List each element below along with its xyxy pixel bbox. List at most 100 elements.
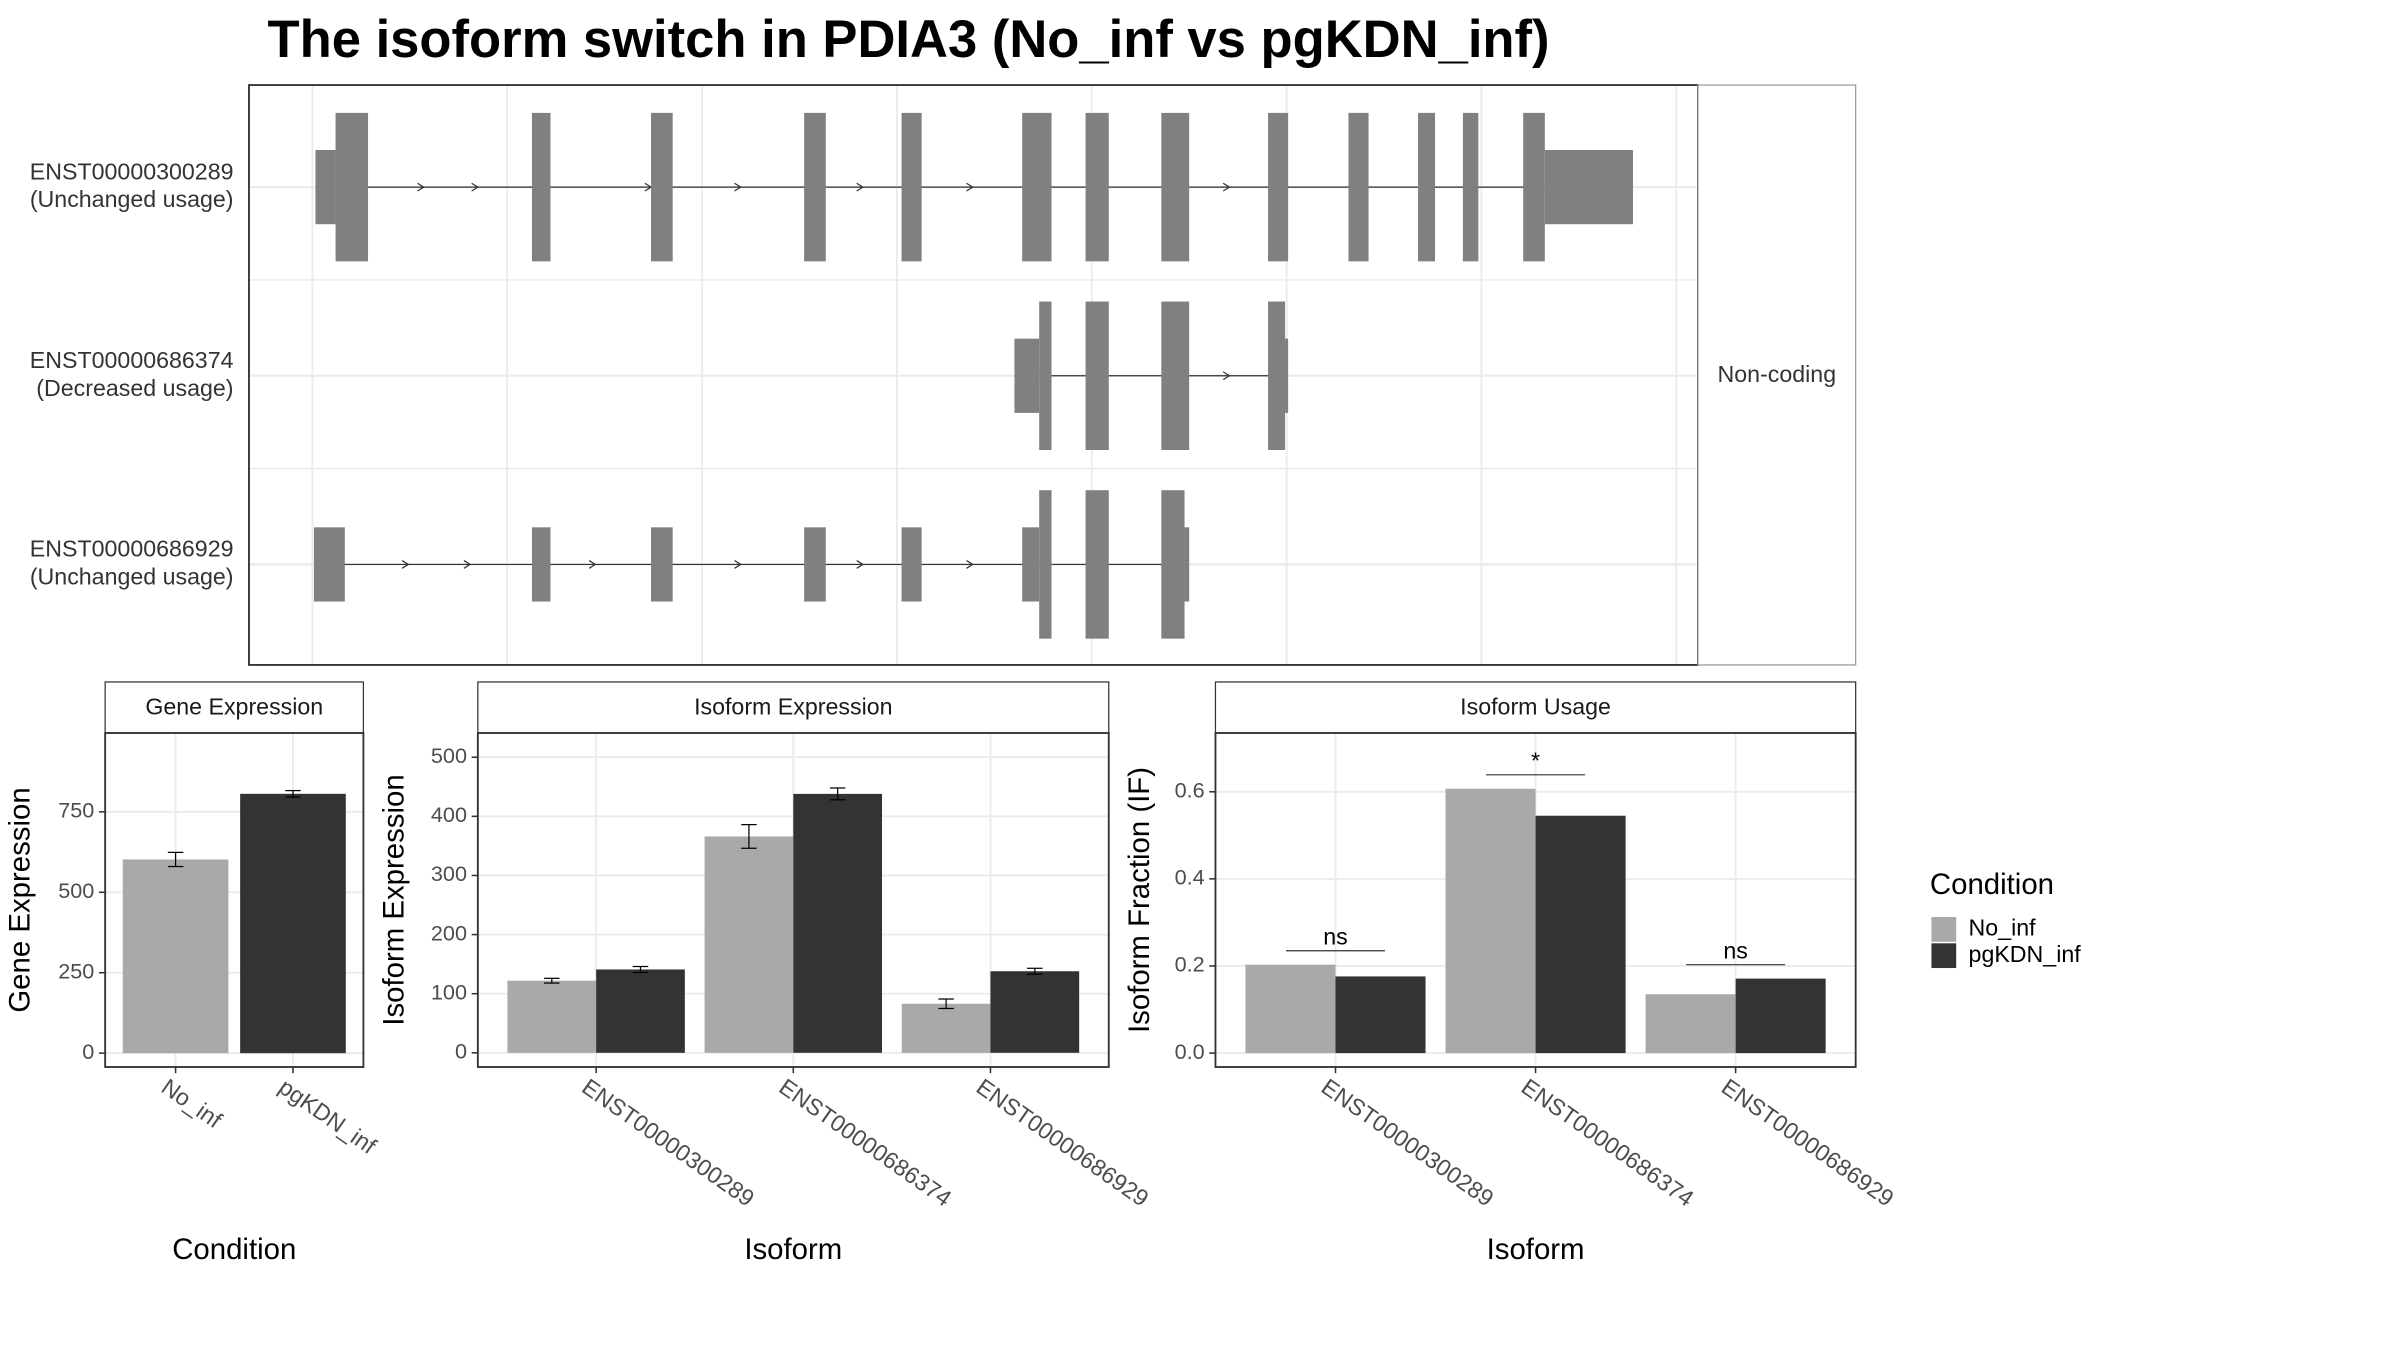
exon [1085, 301, 1109, 450]
y-tick-label: 100 [431, 979, 467, 1004]
y-tick-label: 0 [455, 1039, 467, 1064]
strip-label: Isoform Usage [1460, 693, 1611, 719]
strand-arrow [401, 560, 410, 569]
error-bar [1027, 967, 1043, 975]
exon [1161, 490, 1185, 639]
exon [1014, 338, 1040, 413]
exon [1022, 527, 1040, 602]
significance-label: * [1531, 748, 1540, 774]
exon [804, 112, 826, 262]
bar [507, 980, 597, 1053]
strip [104, 681, 365, 734]
exon [1039, 490, 1052, 639]
transcript-id: ENST00000686374 [30, 347, 234, 373]
exon [315, 150, 336, 225]
exon [531, 112, 551, 262]
exon [1039, 301, 1052, 450]
bar [901, 1003, 991, 1053]
bar [1445, 788, 1536, 1054]
exon [1462, 112, 1479, 262]
transcript-usage: (Unchanged usage) [30, 563, 234, 589]
legend-key [1931, 943, 1957, 969]
exon [313, 527, 345, 602]
error-bar [632, 965, 649, 974]
strand-arrow [588, 560, 597, 569]
bar [596, 969, 685, 1053]
exon [651, 112, 673, 262]
strip [477, 681, 1110, 734]
x-axis-title: Isoform [1487, 1233, 1585, 1266]
y-tick-label: 400 [431, 802, 467, 827]
bar [122, 859, 229, 1054]
bar [1535, 815, 1626, 1054]
bar [240, 793, 346, 1054]
exon [804, 527, 826, 602]
y-tick-label: 750 [58, 798, 94, 823]
strand-arrow [734, 560, 742, 569]
strand-arrow [463, 560, 472, 569]
x-axis-title: Condition [172, 1233, 296, 1266]
y-tick-label: 0.2 [1175, 952, 1205, 977]
error-bar [544, 977, 560, 984]
error-bar [829, 787, 846, 801]
x-tick-label: ENST00000686929 [972, 1073, 1154, 1211]
x-axis-title: Isoform [744, 1233, 842, 1266]
y-tick-label: 0.4 [1175, 865, 1205, 890]
y-axis-title: Isoform Fraction (IF) [1123, 767, 1156, 1033]
exon [1418, 112, 1436, 262]
exon [1523, 112, 1545, 262]
exon [1085, 112, 1109, 262]
bar [1735, 978, 1826, 1054]
legend-key [1931, 917, 1957, 942]
error-bar [167, 851, 184, 868]
exon [1544, 150, 1633, 225]
strip [1697, 84, 1857, 666]
panel-border [476, 732, 1110, 1068]
y-tick-label: 250 [58, 958, 94, 983]
strand-arrow [856, 182, 865, 192]
strip-label: Isoform Expression [694, 693, 892, 719]
exon [901, 527, 922, 602]
bar [1645, 994, 1736, 1054]
exon [651, 527, 673, 602]
exon [1285, 338, 1289, 413]
y-tick-label: 500 [58, 878, 94, 903]
transcript-id: ENST00000686929 [30, 536, 234, 562]
exon [1268, 301, 1286, 450]
x-tick-label: ENST00000686374 [775, 1073, 957, 1211]
bar [1335, 976, 1426, 1054]
exon [1348, 112, 1369, 262]
exon [531, 527, 551, 602]
legend-label: pgKDN_inf [1969, 941, 2082, 967]
exon [1161, 112, 1190, 262]
exon [1085, 490, 1109, 639]
bar [1245, 964, 1336, 1054]
error-bar [285, 789, 301, 798]
transcript-usage: (Decreased usage) [36, 375, 233, 401]
strand-arrow [417, 182, 425, 192]
error-bar [938, 998, 954, 1010]
x-tick-label: ENST00000686374 [1517, 1073, 1699, 1211]
strand-arrow [856, 560, 865, 569]
y-tick-label: 200 [431, 920, 467, 945]
bar [990, 971, 1080, 1053]
y-axis-title: Gene Expression [3, 787, 36, 1012]
legend-label: No_inf [1969, 915, 2037, 941]
y-tick-label: 300 [431, 861, 467, 886]
strand-arrow [734, 182, 742, 192]
bar [704, 836, 794, 1053]
exon [901, 112, 922, 262]
strip [1214, 681, 1857, 734]
y-tick-label: 0.0 [1175, 1039, 1205, 1064]
transcript-usage: (Unchanged usage) [30, 186, 234, 212]
exon [1268, 112, 1289, 262]
figure-title: The isoform switch in PDIA3 (No_inf vs p… [268, 10, 1550, 69]
strip-label: Gene Expression [145, 693, 323, 719]
strand-arrow [1222, 182, 1231, 192]
panel-border [1214, 732, 1857, 1068]
x-tick-label: ENST00000300289 [577, 1073, 759, 1211]
y-tick-label: 500 [431, 743, 467, 768]
strand-arrow [966, 560, 974, 569]
